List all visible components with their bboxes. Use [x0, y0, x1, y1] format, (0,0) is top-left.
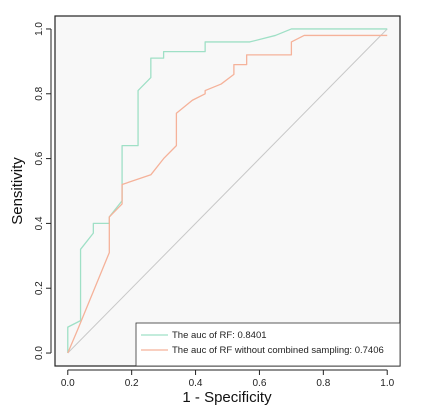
legend-label-rf-no-sampling: The auc of RF without combined sampling:…: [172, 345, 384, 356]
legend-label-rf: The auc of RF: 0.8401: [172, 330, 267, 341]
series-layer: [67, 28, 388, 354]
y-tick-label: 0.2: [34, 281, 45, 295]
roc-curve-rf-no-sampling: [67, 34, 388, 354]
y-tick-label: 0.4: [34, 216, 45, 230]
x-axis: 0.0 0.2 0.4 0.6 0.8 1.0: [61, 369, 395, 389]
x-tick-label: 0.0: [61, 378, 75, 389]
legend-box: [135, 322, 401, 367]
x-tick-label: 0.6: [252, 378, 266, 389]
reference-layer: [67, 28, 388, 354]
y-tick-label: 0.8: [34, 86, 45, 100]
y-tick-label: 1.0: [34, 22, 45, 36]
x-tick-label: 0.4: [189, 378, 203, 389]
x-axis-title: 1 - Specificity: [182, 389, 272, 406]
legend: The auc of RF: 0.8401 The auc of RF with…: [135, 322, 401, 367]
diagonal-reference-line: [67, 28, 388, 354]
y-axis: 0.0 0.2 0.4 0.6 0.8 1.0: [34, 22, 52, 360]
y-tick-label: 0.6: [34, 151, 45, 165]
x-tick-label: 1.0: [380, 378, 394, 389]
y-axis-title: Sensitivity: [9, 157, 26, 225]
x-tick-label: 0.2: [125, 378, 139, 389]
roc-curve-rf: [67, 28, 388, 354]
y-tick-label: 0.0: [34, 346, 45, 360]
x-tick-label: 0.8: [316, 378, 330, 389]
